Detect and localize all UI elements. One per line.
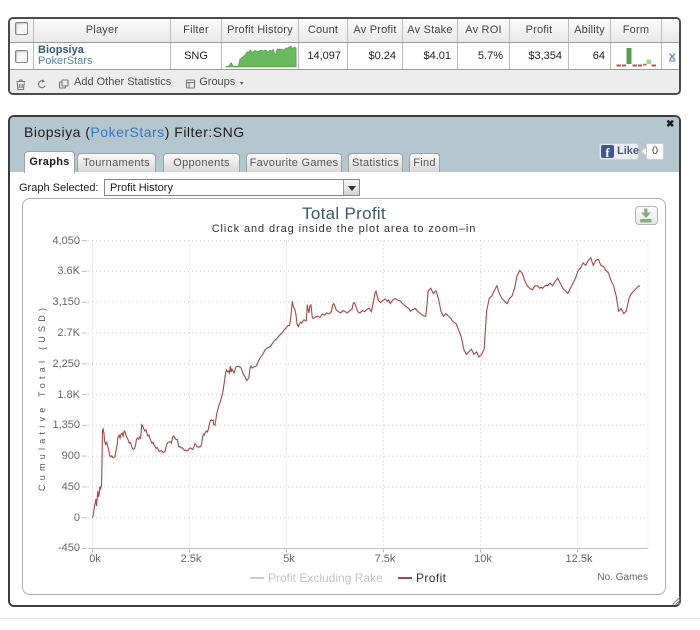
svg-text:Cumulative Total (USD): Cumulative Total (USD) bbox=[37, 308, 47, 491]
